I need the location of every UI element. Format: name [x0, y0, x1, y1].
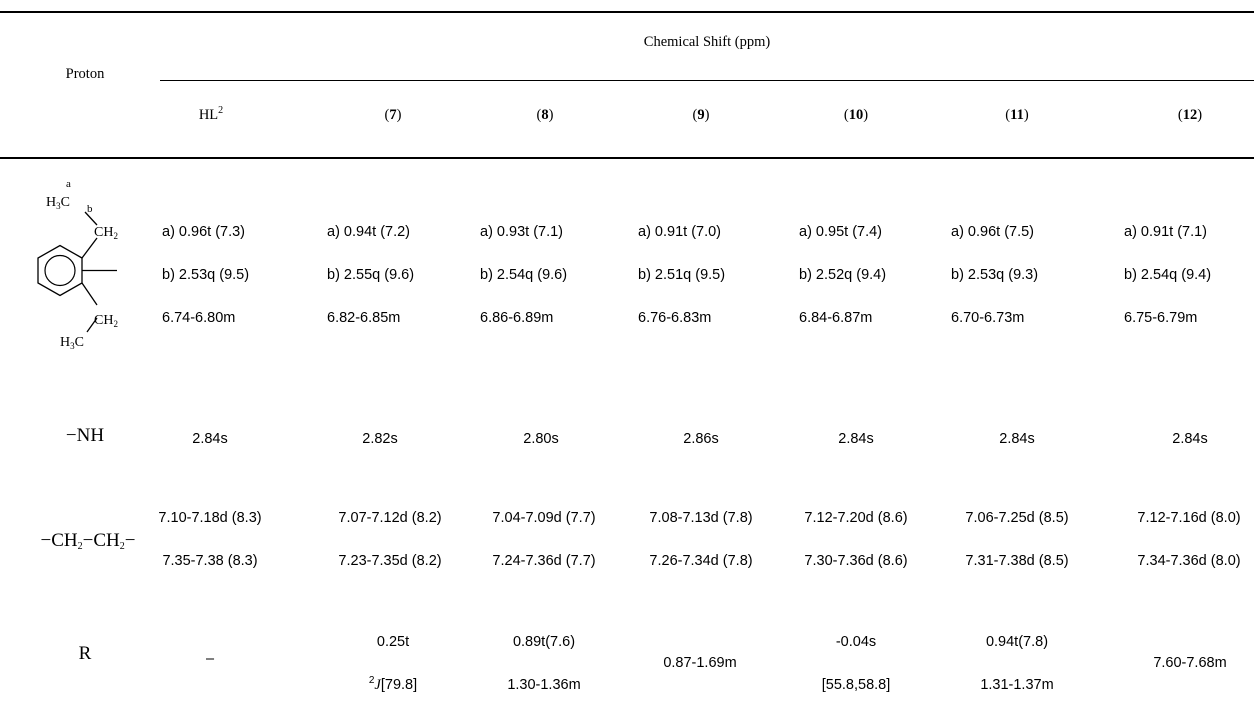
ch2-2-10: 7.30-7.36d (8.6): [804, 553, 908, 569]
nh-10: 2.84s: [838, 431, 874, 447]
header-bottom-rule: [0, 157, 1254, 159]
r-10-line1: -0.04s: [835, 634, 877, 650]
h3c-top: H3C: [46, 195, 70, 211]
aryl-b-11: b) 2.53q (9.3): [951, 267, 1039, 283]
nh-12: 2.84s: [1172, 431, 1208, 447]
ch2-1-12: 7.12-7.16d (8.0): [1137, 510, 1241, 526]
chemical-shift-header: Chemical Shift (ppm): [643, 34, 771, 50]
aryl-a-11: a) 0.96t (7.5): [951, 224, 1035, 240]
r-10-line2: [55.8,58.8]: [821, 677, 891, 693]
ch2-2-11: 7.31-7.38d (8.5): [965, 553, 1069, 569]
ch2-2-9: 7.26-7.34d (7.8): [649, 553, 753, 569]
aryl-c-9: 6.76-6.83m: [638, 310, 712, 326]
ch2-1-9: 7.08-7.13d (7.8): [649, 510, 753, 526]
h3c-bottom: H3C: [60, 335, 84, 351]
nh-hl2: 2.84s: [192, 431, 228, 447]
col-header-11: (11): [1005, 107, 1029, 123]
r-11-line1: 0.94t(7.8): [985, 634, 1049, 650]
aryl-c-10: 6.84-6.87m: [799, 310, 873, 326]
nh-11: 2.84s: [999, 431, 1035, 447]
aryl-a-10: a) 0.95t (7.4): [799, 224, 883, 240]
diethylphenyl-structure: a b H3C CH2 CH2 H3C: [37, 178, 118, 351]
aryl-c-7: 6.82-6.85m: [327, 310, 401, 326]
aryl-b-7: b) 2.55q (9.6): [327, 267, 415, 283]
r-11-line2: 1.31-1.37m: [980, 677, 1054, 693]
group-rule: [160, 80, 1254, 81]
r-12: 7.60-7.68m: [1153, 655, 1227, 671]
aryl-a-7: a) 0.94t (7.2): [327, 224, 411, 240]
label-b: b: [87, 203, 93, 215]
r-7-line2: 2J[79.8]: [368, 675, 418, 694]
col-header-hl2: HL2: [198, 105, 224, 124]
col-header-12: (12): [1177, 107, 1203, 123]
r-8-line2: 1.30-1.36m: [507, 677, 581, 693]
aryl-a-9: a) 0.91t (7.0): [638, 224, 722, 240]
ch2-2-7: 7.23-7.35d (8.2): [338, 553, 442, 569]
aryl-c-12: 6.75-6.79m: [1124, 310, 1198, 326]
aryl-a-8: a) 0.93t (7.1): [480, 224, 564, 240]
aryl-b-hl2: b) 2.53q (9.5): [162, 267, 250, 283]
aryl-c-11: 6.70-6.73m: [951, 310, 1025, 326]
r-7-line1: 0.25t: [376, 634, 410, 650]
aryl-c-8: 6.86-6.89m: [480, 310, 554, 326]
r-hl2: –: [205, 651, 215, 667]
aryl-b-10: b) 2.52q (9.4): [799, 267, 887, 283]
nh-8: 2.80s: [523, 431, 559, 447]
aryl-b-12: b) 2.54q (9.4): [1124, 267, 1212, 283]
ch2-1-hl2: 7.10-7.18d (8.3): [158, 510, 262, 526]
label-a: a: [66, 178, 71, 190]
top-rule: [0, 11, 1254, 13]
proton-header: Proton: [65, 66, 105, 82]
aryl-b-8: b) 2.54q (9.6): [480, 267, 568, 283]
ch2-1-8: 7.04-7.09d (7.7): [492, 510, 596, 526]
ch2-2-8: 7.24-7.36d (7.7): [492, 553, 596, 569]
r-label: R: [78, 643, 92, 664]
ch2-1-7: 7.07-7.12d (8.2): [338, 510, 442, 526]
aryl-a-12: a) 0.91t (7.1): [1124, 224, 1208, 240]
r-9: 0.87-1.69m: [663, 655, 737, 671]
nh-9: 2.86s: [683, 431, 719, 447]
ch2-2-12: 7.34-7.36d (8.0): [1137, 553, 1241, 569]
ch2-2-hl2: 7.35-7.38 (8.3): [162, 553, 258, 569]
col-header-9: (9): [692, 107, 710, 123]
nh-7: 2.82s: [362, 431, 398, 447]
ch2ch2-label: −CH2−CH2−: [40, 530, 136, 552]
col-header-10: (10): [843, 107, 869, 123]
aryl-a-hl2: a) 0.96t (7.3): [162, 224, 246, 240]
ch2-bottom: CH2: [94, 313, 118, 329]
aryl-b-9: b) 2.51q (9.5): [638, 267, 726, 283]
ch2-top: CH2: [94, 225, 118, 241]
ch2-1-11: 7.06-7.25d (8.5): [965, 510, 1069, 526]
ch2-1-10: 7.12-7.20d (8.6): [804, 510, 908, 526]
r-8-line1: 0.89t(7.6): [512, 634, 576, 650]
col-header-8: (8): [536, 107, 554, 123]
col-header-7: (7): [384, 107, 402, 123]
nh-label: −NH: [65, 425, 105, 446]
aryl-c-hl2: 6.74-6.80m: [162, 310, 236, 326]
